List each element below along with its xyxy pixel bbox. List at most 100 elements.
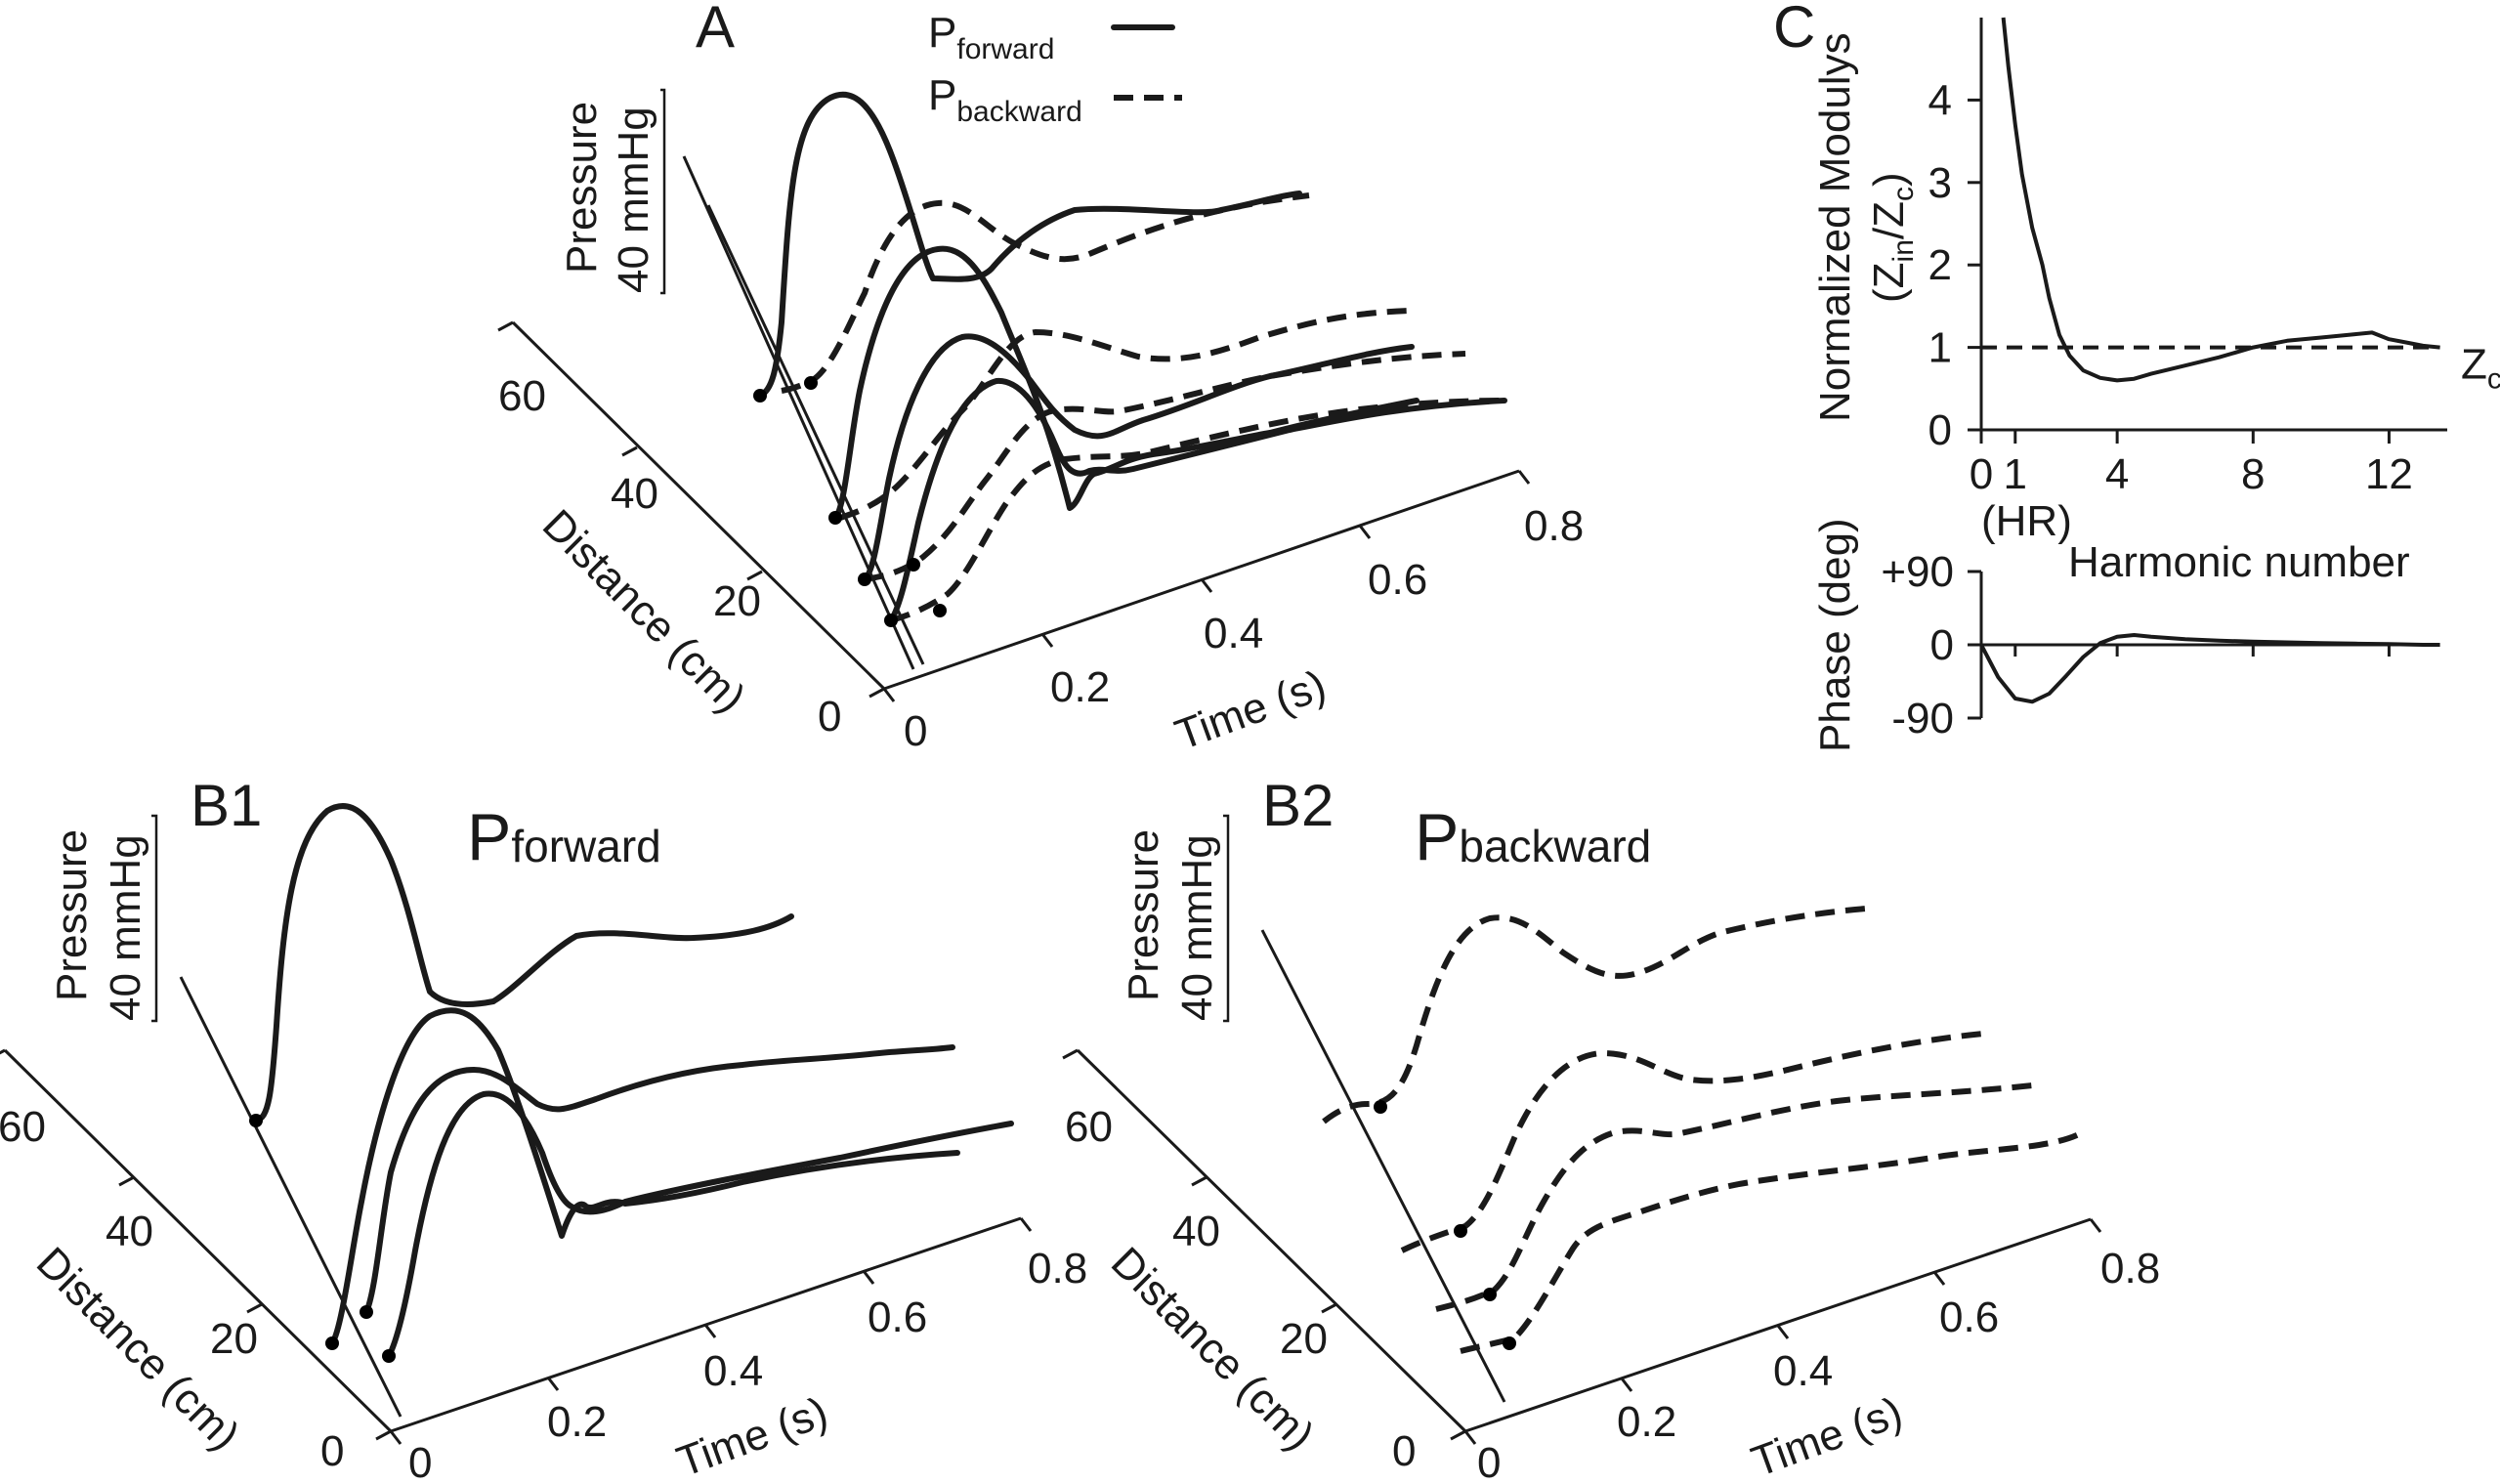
origin-dot — [360, 1305, 373, 1319]
panel-b1-forward-wave — [253, 803, 794, 1124]
pressure-scale-bracket — [151, 814, 158, 1023]
phase-y-tick-label: -90 — [1891, 695, 1954, 742]
origin-dot — [884, 614, 898, 627]
origin-dot — [249, 1114, 263, 1127]
modulus-y-tick-label: 3 — [1928, 159, 1952, 207]
panel-b1-distance-tick-labels: 0 20 40 60 — [0, 1103, 344, 1475]
origin-dot — [1483, 1288, 1497, 1301]
distance-tick-label: 0 — [818, 693, 841, 741]
distance-tick — [497, 320, 514, 332]
panel-b2-backward-wave — [1400, 1031, 1984, 1253]
distance-tick — [118, 1175, 135, 1187]
time-tick-label: 0.6 — [1368, 556, 1427, 604]
time-tick — [882, 688, 896, 702]
pressure-scale-bracket — [1223, 814, 1230, 1023]
time-tick-label: 0.4 — [1204, 610, 1263, 657]
time-tick — [1019, 1217, 1033, 1232]
panel-a-time-ticks — [882, 470, 1531, 702]
distance-tick — [621, 445, 638, 457]
time-tick — [703, 1324, 717, 1338]
panel-b1-time-label: Time (s) — [671, 1388, 834, 1484]
time-tick — [1776, 1325, 1790, 1339]
origin-dot — [325, 1336, 339, 1350]
panel-b1: B1 Pforward Pressure 40 mmHg 0 20 40 60 … — [0, 773, 1087, 1484]
panel-a-distance-axis — [511, 320, 886, 691]
panel-b2-backward-wave — [1435, 1081, 2043, 1312]
panel-b1-label: B1 — [191, 773, 262, 838]
pressure-scale-bar-label: 40 mmHg — [1173, 834, 1221, 1021]
panel-b1-distance-axis — [3, 1048, 393, 1433]
panel-c-label: C — [1773, 0, 1815, 60]
distance-tick-label: 20 — [1280, 1315, 1328, 1363]
panel-b2-time-axis — [1464, 1217, 2092, 1433]
panel-b2-origin-dots — [1374, 1100, 1516, 1350]
distance-tick — [1191, 1175, 1208, 1187]
pressure-scale-bracket — [660, 88, 666, 295]
origin-dot — [1503, 1336, 1516, 1350]
pressure-scale-bar-label: 40 mmHg — [102, 834, 149, 1021]
panel-b2-pressure-scale: Pressure 40 mmHg — [1120, 814, 1230, 1023]
phase-series-line — [1979, 633, 2440, 704]
panel-a-origin-dots — [753, 376, 947, 627]
legend-backward-label: Pbackward — [928, 71, 1082, 128]
time-tick-label: 0 — [1477, 1439, 1501, 1484]
modulus-y-tick-label: 2 — [1928, 241, 1952, 289]
time-tick — [1040, 633, 1054, 648]
modulus-series-line — [2001, 17, 2440, 383]
time-tick — [1620, 1378, 1633, 1392]
panel-b2-distance-ticks — [1062, 1048, 1466, 1441]
distance-tick-label: 0 — [1392, 1427, 1416, 1475]
distance-tick-label: 60 — [1065, 1103, 1113, 1151]
distance-tick-label: 40 — [106, 1208, 153, 1255]
panel-a-forward-wave — [757, 91, 1302, 399]
origin-dot — [382, 1349, 396, 1363]
time-tick-label: 0.8 — [1524, 502, 1584, 550]
origin-dot — [858, 572, 871, 586]
panel-b1-forward-wave — [329, 1007, 960, 1346]
time-tick-label: 0.4 — [703, 1347, 763, 1395]
distance-tick-label: 40 — [611, 470, 658, 518]
panel-b2-label: B2 — [1262, 773, 1334, 838]
panel-b1-title: Pforward — [467, 800, 661, 874]
time-tick — [1358, 525, 1372, 539]
modulus-y-tick-label: 0 — [1928, 406, 1952, 454]
modulus-x-unit-label: (HR) — [1981, 497, 2072, 545]
pressure-label: Pressure — [1120, 829, 1167, 1001]
panel-b1-time-tick-labels: 0 0.2 0.4 0.6 0.8 — [408, 1245, 1087, 1484]
distance-tick — [746, 570, 763, 581]
distance-tick-label: 20 — [210, 1315, 258, 1363]
modulus-x-ticks: 0 1 4 8 12 — [1970, 430, 2413, 498]
modulus-x-tick-label: 8 — [2241, 450, 2265, 498]
panel-a-label: A — [696, 0, 735, 60]
origin-dot — [907, 558, 920, 572]
origin-dot — [1374, 1100, 1387, 1114]
time-tick-label: 0.2 — [1050, 663, 1110, 711]
time-tick-label: 0.8 — [2100, 1245, 2160, 1293]
panel-b2: B2 Pbackward Pressure 40 mmHg 0 20 40 60… — [1062, 773, 2160, 1484]
time-tick-label: 0.6 — [1939, 1293, 1999, 1341]
distance-tick — [869, 687, 885, 699]
phase-y-tick-label: +90 — [1881, 548, 1954, 596]
panel-b2-title: Pbackward — [1415, 800, 1651, 874]
distance-tick-label: 0 — [320, 1427, 344, 1475]
distance-tick — [246, 1302, 263, 1314]
modulus-x-tick-label: 0 — [1970, 450, 1993, 498]
time-tick-label: 0.6 — [868, 1293, 927, 1341]
distance-tick — [0, 1048, 6, 1055]
distance-tick-label: 60 — [0, 1103, 46, 1151]
pressure-scale-bar-label: 40 mmHg — [610, 106, 657, 293]
panel-a-pressure-scale: Pressure 40 mmHg — [558, 88, 666, 295]
panel-b2-backward-wave — [1460, 1130, 2083, 1354]
origin-dot — [828, 511, 842, 525]
modulus-ylabel: Normalized Modulys — [1811, 32, 1859, 422]
modulus-x-tick-label: 12 — [2365, 450, 2413, 498]
panel-a-forward-wave — [862, 333, 1415, 582]
panel-b1-forward-wave — [386, 1090, 1014, 1359]
time-tick-label: 0.2 — [547, 1398, 607, 1446]
time-tick-label: 0 — [408, 1439, 432, 1484]
pressure-label: Pressure — [558, 102, 606, 274]
time-tick — [1517, 470, 1531, 485]
time-tick-label: 0.2 — [1617, 1398, 1676, 1446]
